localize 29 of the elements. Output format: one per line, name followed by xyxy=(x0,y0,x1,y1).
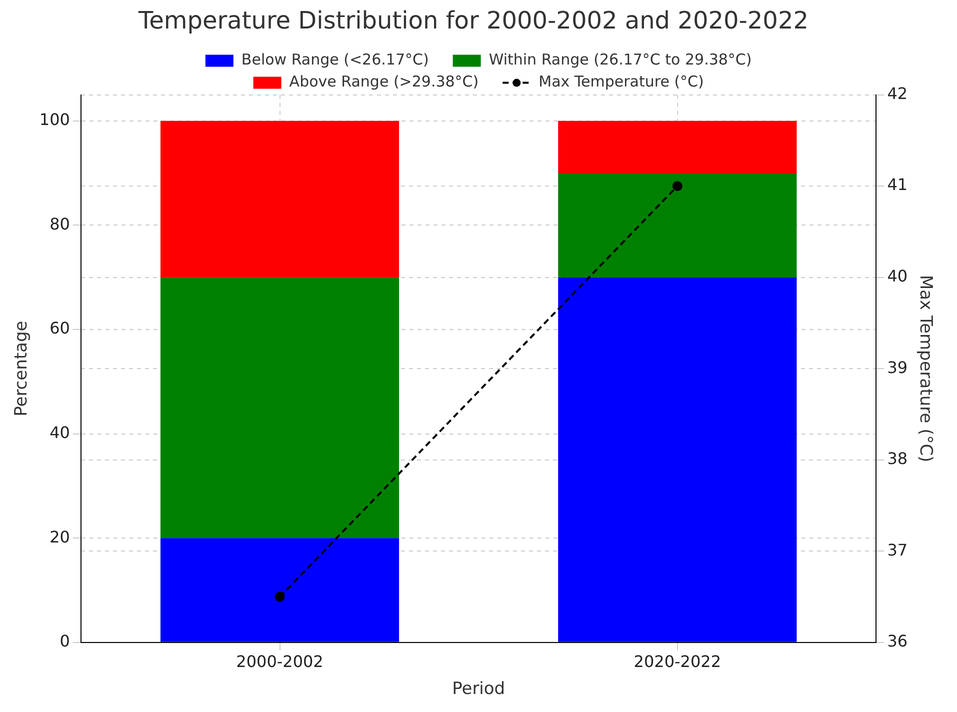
legend-label: Above Range (>29.38°C) xyxy=(289,72,479,91)
y-tick-label: 60 xyxy=(50,318,70,338)
x-tick-label: 2000-2002 xyxy=(236,652,324,672)
y-tick-label: 0 xyxy=(60,632,70,651)
chart-title: Temperature Distribution for 2000-2002 and 2020-2022 xyxy=(138,6,808,35)
y2-tick-label: 39 xyxy=(887,358,908,377)
legend-label: Max Temperature (°C) xyxy=(538,72,704,91)
y2-tick-label: 38 xyxy=(887,449,908,468)
y2-tick-label: 37 xyxy=(887,540,908,560)
y2-tick-label: 41 xyxy=(887,175,908,194)
bar xyxy=(558,277,797,642)
y2-tick-label: 40 xyxy=(887,266,908,286)
bar xyxy=(160,277,400,538)
legend-label: Below Range (<26.17°C) xyxy=(241,50,429,69)
y2-tick-label: 36 xyxy=(887,632,908,651)
legend-label: Within Range (26.17°C to 29.38°C) xyxy=(488,50,752,69)
bar xyxy=(558,120,797,174)
bar xyxy=(160,538,400,642)
x-tick-label: 2020-2022 xyxy=(634,652,722,672)
y-tick-label: 100 xyxy=(39,110,70,130)
y2-axis-title: Max Temperature (°C) xyxy=(915,274,936,462)
y-tick-label: 20 xyxy=(50,527,70,546)
y-axis-title: Percentage xyxy=(12,320,32,416)
y-tick-label: 80 xyxy=(50,214,70,234)
y2-tick-label: 42 xyxy=(887,84,908,103)
y-tick-label: 40 xyxy=(50,422,70,442)
x-axis-title: Period xyxy=(452,679,506,700)
bar xyxy=(558,173,797,278)
bar xyxy=(160,120,400,278)
